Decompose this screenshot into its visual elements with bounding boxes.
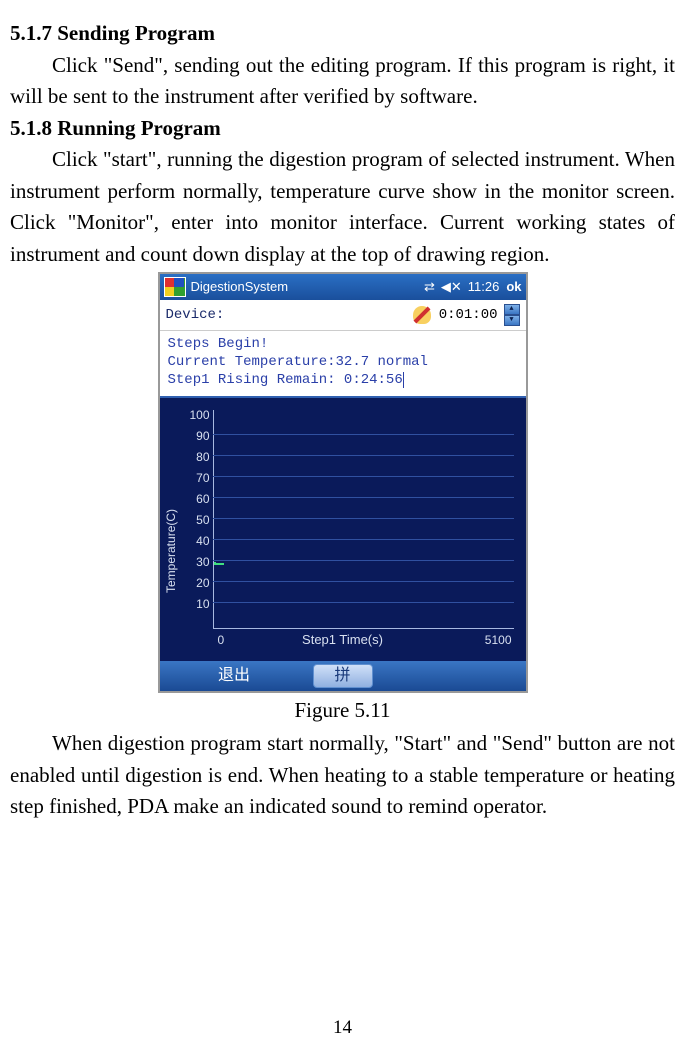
- gridline: [213, 539, 514, 540]
- y-tick: 70: [182, 469, 210, 487]
- y-tick: 80: [182, 448, 210, 466]
- status-area: Steps Begin! Current Temperature:32.7 no…: [160, 331, 526, 396]
- y-tick: 40: [182, 532, 210, 550]
- soft-key-bar: 退出 拼: [160, 661, 526, 691]
- gridline: [213, 560, 514, 561]
- status-line-3: Step1 Rising Remain: 0:24:56: [168, 371, 518, 389]
- gridline: [213, 518, 514, 519]
- x-tick-min: 0: [218, 631, 225, 649]
- y-tick: 100: [182, 406, 210, 424]
- clock-time: 11:26: [468, 277, 500, 297]
- y-tick: 60: [182, 490, 210, 508]
- page-number: 14: [0, 1014, 685, 1043]
- ime-button[interactable]: 拼: [313, 664, 373, 688]
- start-menu-icon[interactable]: [164, 277, 186, 297]
- y-tick: 10: [182, 595, 210, 613]
- temperature-chart: Temperature(C) 100 90 80 70 60 50 40 30 20 10 0 S…: [160, 396, 526, 661]
- exit-button[interactable]: 退出: [160, 664, 309, 688]
- section-518-heading: 5.1.8 Running Program: [10, 113, 675, 145]
- y-axis-label: Temperature(C): [162, 509, 180, 593]
- status-line-1: Steps Begin!: [168, 335, 518, 353]
- pda-screenshot: DigestionSystem ⇄ ◀✕ 11:26 ok Device: 0:…: [158, 272, 528, 693]
- device-label: Device:: [166, 305, 413, 326]
- title-bar: DigestionSystem ⇄ ◀✕ 11:26 ok: [160, 274, 526, 300]
- countdown-timer: 0:01:00: [439, 305, 498, 326]
- plot-frame: [213, 410, 514, 629]
- device-row: Device: 0:01:00 ▲ ▼: [160, 300, 526, 331]
- figure-caption: Figure 5.11: [10, 695, 675, 727]
- section-517-heading: 5.1.7 Sending Program: [10, 18, 675, 50]
- section-517-body: Click "Send", sending out the editing pr…: [10, 50, 675, 113]
- section-518-body: Click "start", running the digestion pro…: [10, 144, 675, 270]
- y-tick: 20: [182, 574, 210, 592]
- y-tick: 50: [182, 511, 210, 529]
- gridline: [213, 476, 514, 477]
- gridline: [213, 434, 514, 435]
- x-axis-label: Step1 Time(s): [302, 630, 383, 650]
- spinner-up-icon[interactable]: ▲: [504, 304, 520, 315]
- x-tick-max: 5100: [485, 631, 512, 649]
- figure-511: DigestionSystem ⇄ ◀✕ 11:26 ok Device: 0:…: [10, 272, 675, 726]
- connectivity-icon[interactable]: ⇄: [424, 277, 435, 297]
- y-tick: 90: [182, 427, 210, 445]
- status-line-2: Current Temperature:32.7 normal: [168, 353, 518, 371]
- gridline: [213, 497, 514, 498]
- gridline: [213, 455, 514, 456]
- ok-button[interactable]: ok: [506, 277, 521, 297]
- gridline: [213, 581, 514, 582]
- after-figure-text: When digestion program start normally, "…: [10, 728, 675, 823]
- spinner-down-icon[interactable]: ▼: [504, 315, 520, 326]
- app-title: DigestionSystem: [191, 277, 421, 297]
- y-tick: 30: [182, 553, 210, 571]
- operator-blocked-icon: [413, 306, 431, 324]
- volume-icon[interactable]: ◀✕: [441, 277, 462, 297]
- temperature-curve-h: [214, 563, 224, 565]
- timer-spinner[interactable]: ▲ ▼: [504, 304, 520, 326]
- gridline: [213, 602, 514, 603]
